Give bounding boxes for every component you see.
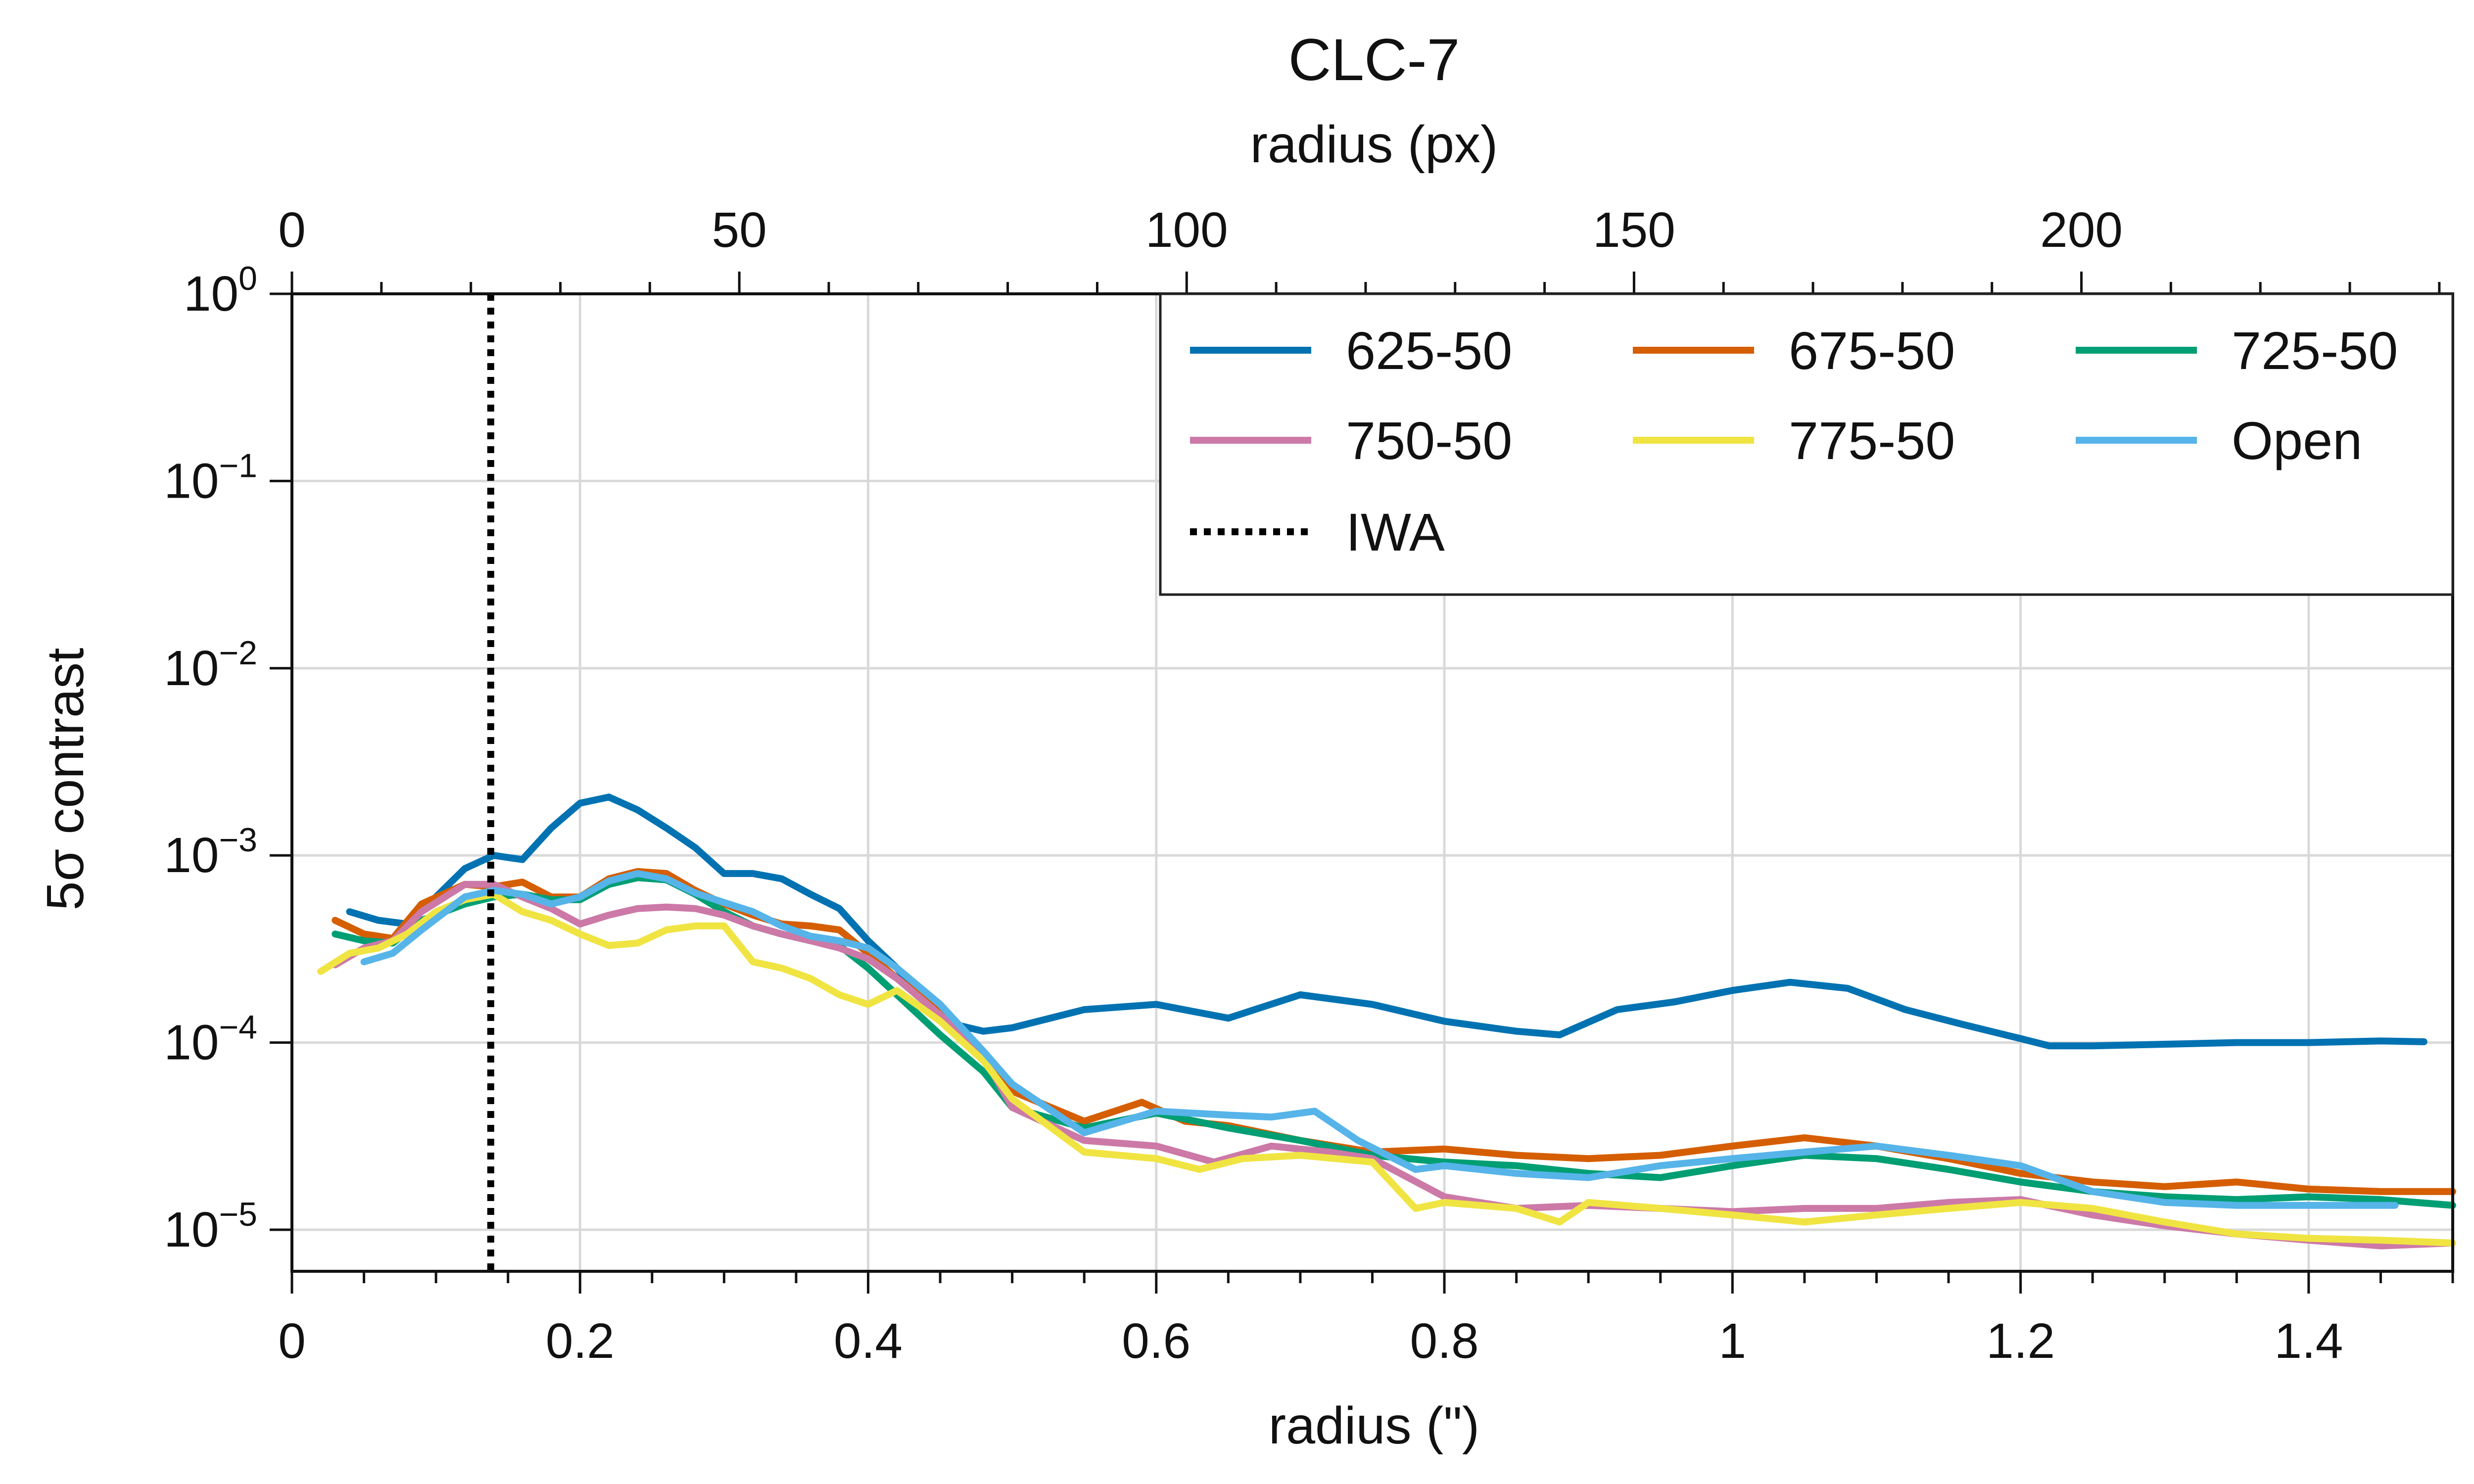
y-axis-label: 5σ contrast — [36, 648, 95, 911]
series-line-775-50 — [317, 890, 2456, 1247]
series-line-725-50 — [332, 874, 2456, 1209]
y-tick-label: 10−5 — [164, 1196, 257, 1257]
legend-label-750-50: 750-50 — [1346, 411, 1512, 470]
y-tick-label: 10−4 — [164, 1009, 257, 1070]
top-x-tick-label: 50 — [712, 202, 767, 258]
x-tick-label: 0.8 — [1410, 1313, 1479, 1369]
y-tick-label: 100 — [184, 260, 257, 322]
top-x-tick-label: 0 — [278, 202, 306, 258]
legend-label-625-50: 625-50 — [1346, 321, 1512, 380]
x-tick-label: 1.4 — [2274, 1313, 2343, 1369]
legend: 625-50 675-50 725-50 750-50 775-50 Open IWA — [1159, 292, 2454, 596]
x-tick-label: 0.4 — [834, 1313, 903, 1369]
top-x-tick-label: 150 — [1593, 202, 1675, 258]
series-line-open — [360, 870, 2399, 1209]
y-tick-label: 10−3 — [164, 821, 257, 883]
y-tick-label: 10−2 — [164, 634, 257, 696]
legend-label-725-50: 725-50 — [2232, 321, 2398, 380]
x-axis-label: radius (") — [1269, 1396, 1479, 1455]
series-lines — [317, 294, 2456, 1271]
chart-title: CLC-7 — [1288, 27, 1460, 93]
top-x-tick-label: 100 — [1145, 202, 1228, 258]
legend-label-675-50: 675-50 — [1789, 321, 1955, 380]
x-tick-label: 0.6 — [1122, 1313, 1190, 1369]
top-x-axis-label: radius (px) — [1250, 115, 1498, 174]
series-line-625-50 — [346, 793, 2427, 1050]
legend-label-open: Open — [2232, 411, 2362, 470]
x-tick-label: 0.2 — [546, 1313, 615, 1369]
axes — [270, 272, 2454, 1294]
x-tick-label: 0 — [278, 1313, 306, 1369]
top-x-tick-label: 200 — [2040, 202, 2123, 258]
tick-labels: 0 0.2 0.4 0.6 0.8 1 1.2 1.4 0 50 100 150 200 100 10−1 1… — [164, 202, 2343, 1369]
legend-box — [1159, 292, 2454, 596]
legend-label-iwa: IWA — [1346, 502, 1445, 562]
y-tick-label: 10−1 — [164, 447, 257, 509]
x-tick-label: 1.2 — [1986, 1313, 2055, 1369]
x-tick-label: 1 — [1719, 1313, 1747, 1369]
legend-label-775-50: 775-50 — [1789, 411, 1955, 470]
